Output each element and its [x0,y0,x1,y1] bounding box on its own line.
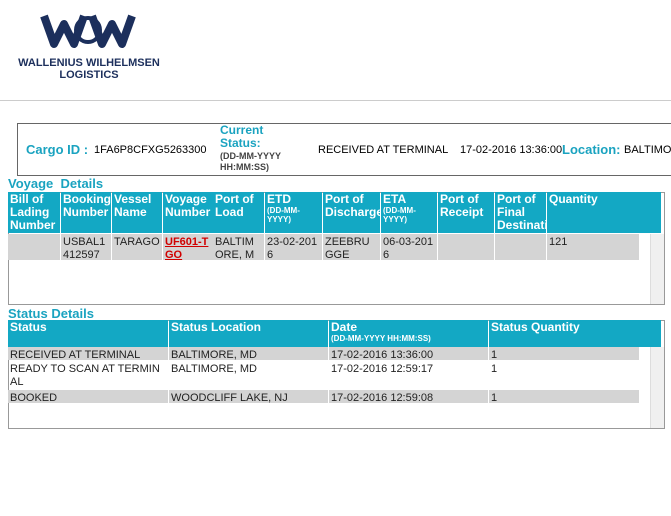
table-cell: RECEIVED AT TERMINAL [8,347,168,360]
column-label: Status [10,320,47,334]
cell-text: TARAGO [114,236,160,248]
voyage-title: Voyage Details [8,176,104,191]
column-header: Status Location [169,320,328,347]
column-label: Status Quantity [491,320,580,334]
column-format: (DD-MM-YYYY HH:MM:SS) [331,334,431,343]
scrollbar[interactable] [650,347,664,428]
separator [0,100,671,101]
cell-text: READY TO SCAN AT TERMINAL [10,363,160,388]
cargo-id: 1FA6P8CFXG5263300 [94,144,207,156]
table-cell: 06-03-2016 [381,234,437,260]
column-header: Port of Discharge [323,192,380,233]
table-cell [495,234,546,260]
column-header: Booking Number [61,192,111,233]
column-format: (DD-MM-YYYY) [383,206,416,224]
table-cell [8,234,60,260]
scrollbar[interactable] [650,234,664,304]
logo-mark [40,14,136,48]
column-label: Booking Number [63,192,111,219]
table-cell: 1 [489,390,639,403]
column-label: Port of Load [215,192,254,219]
cell-text: 17-02-2016 13:36:00 [331,349,434,360]
cell-text: 06-03-2016 [383,236,434,260]
table-cell: BALTIMORE, MD [213,234,264,260]
company-name: WALLENIUS WILHELMSEN [18,57,160,69]
cell-text: BALTIMORE, MD [171,363,257,375]
column-label: ETD [267,192,291,206]
column-header: Quantity [547,192,661,233]
column-header: Vessel Name [112,192,162,233]
table-cell: 17-02-2016 12:59:17 [329,361,488,389]
cargo-id-label: Cargo ID : [26,142,89,157]
table-cell: 23-02-2016 [265,234,322,260]
table-cell: 121 [547,234,639,260]
cell-text: WOODCLIFF LAKE, NJ [171,392,288,403]
column-header: Voyage Number [163,192,213,233]
cargo-status: RECEIVED AT TERMINAL [318,144,449,156]
table-cell: WOODCLIFF LAKE, NJ [169,390,328,403]
table-cell: 1 [489,347,639,360]
column-label: Port of Discharge [325,192,380,219]
table-cell: USBAL1412597 [61,234,111,260]
column-label: Port of Receipt [440,192,484,219]
column-header: Port of Final Destination [495,192,546,233]
table-cell: BALTIMORE, MD [169,347,328,360]
column-header: Date (DD-MM-YYYY HH:MM:SS) [329,320,488,347]
column-header: Bill of Lading Number [8,192,60,233]
cargo-date: 17-02-2016 13:36:00 [460,144,563,156]
column-label: Date [331,320,358,334]
column-label: Voyage Number [165,192,211,219]
cell-text: BALTIMORE, MD [215,236,255,260]
cell-text: BOOKED [10,392,58,403]
cargo-box [17,123,671,176]
table-cell: 17-02-2016 12:59:08 [329,390,488,403]
cell-text: BALTIMORE, MD [171,349,257,360]
table-cell: READY TO SCAN AT TERMINAL [8,361,168,389]
status-title: Status Details [8,306,94,321]
location-label: Location: [562,142,621,157]
table-cell [438,234,494,260]
cell-text: ZEEBRUGGE [325,236,370,260]
column-label: Bill of Lading Number [10,192,56,232]
column-header: Port of Receipt [438,192,494,233]
column-label: Vessel Name [114,192,152,219]
cell-text: RECEIVED AT TERMINAL [10,349,141,360]
cell-text: USBAL1412597 [63,236,106,260]
column-label: Status Location [171,320,262,334]
column-header: Status Quantity [489,320,661,347]
column-format: (DD-MM-YYYY) [267,206,300,224]
column-header: Status [8,320,168,347]
column-label: Quantity [549,192,598,206]
cell-text: 1 [491,349,498,360]
table-cell: 1 [489,361,639,389]
column-header: Port of Load [213,192,264,233]
column-header: ETD (DD-MM-YYYY) [265,192,322,233]
company-division: LOGISTICS [59,69,119,81]
table-cell: ZEEBRUGGE [323,234,380,260]
cell-text: 23-02-2016 [267,236,318,260]
table-cell: UF601-TGO [163,234,213,260]
cell-text: 121 [549,236,568,248]
table-cell: BOOKED [8,390,168,403]
cargo-location: BALTIMO [624,144,671,156]
cell-text: 17-02-2016 12:59:08 [331,392,434,403]
voyage-link[interactable]: UF601-TGO [165,236,209,260]
column-header: ETA (DD-MM-YYYY) [381,192,437,233]
column-label: Port of Final Destination [497,192,546,232]
table-cell: 17-02-2016 13:36:00 [329,347,488,360]
status-format: (DD-MM-YYYY HH:MM:SS) [220,151,281,172]
cell-text: 1 [491,392,498,403]
cell-text: 1 [491,363,498,375]
cell-text: 17-02-2016 12:59:17 [331,363,434,375]
table-cell: TARAGO [112,234,162,260]
table-cell: BALTIMORE, MD [169,361,328,389]
status-label: Current Status: [220,123,264,150]
column-label: ETA [383,192,407,206]
